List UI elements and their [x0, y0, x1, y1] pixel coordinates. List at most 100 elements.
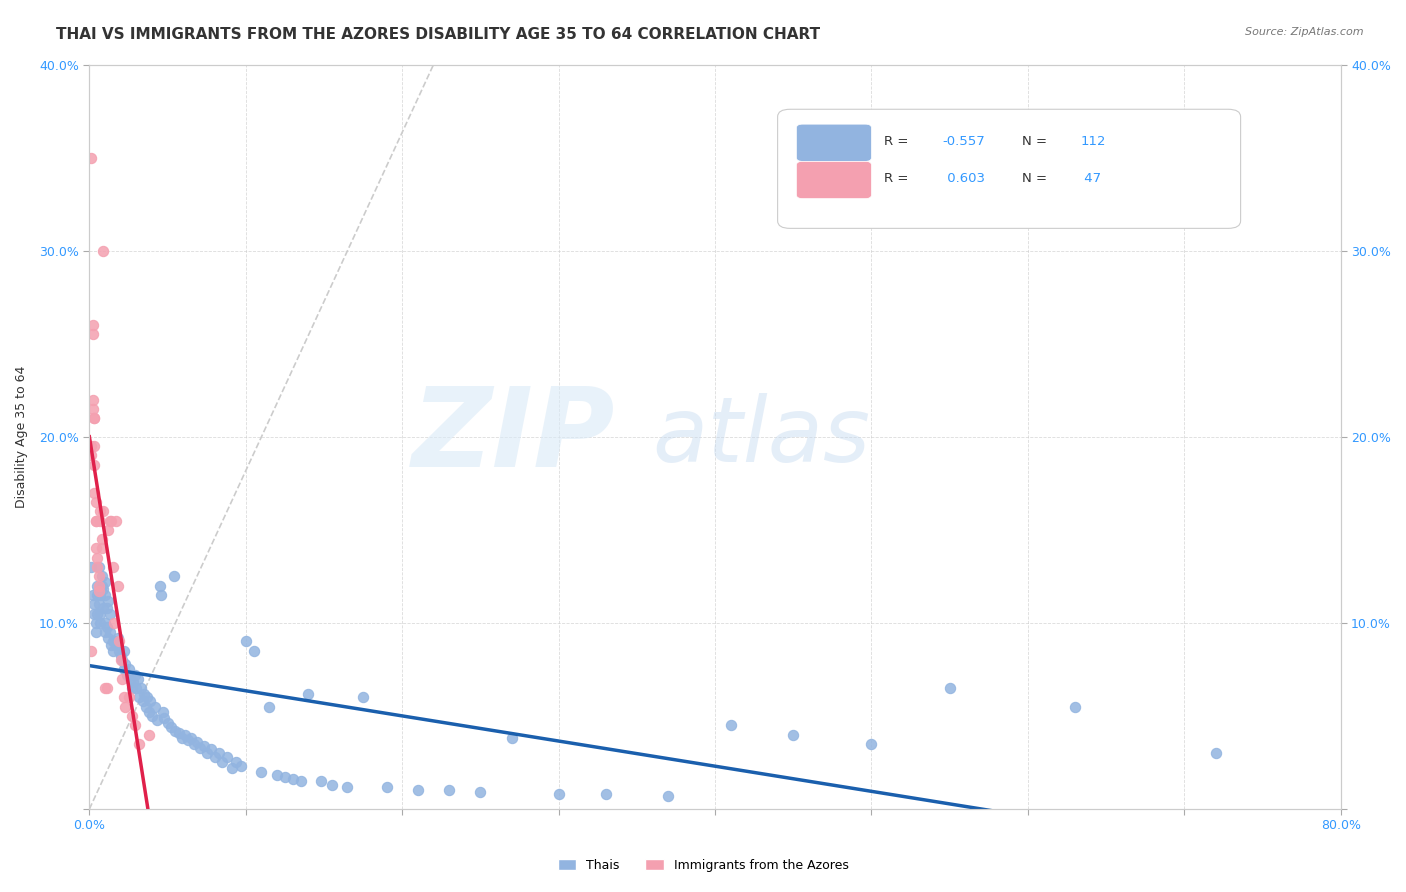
Point	[352, 690, 374, 705]
Point	[149, 579, 172, 593]
FancyBboxPatch shape	[796, 124, 872, 161]
Point	[250, 764, 273, 779]
Point	[94, 574, 117, 589]
Text: N =: N =	[1022, 135, 1050, 148]
Point	[120, 672, 142, 686]
Point	[470, 785, 492, 799]
Point	[89, 514, 111, 528]
Point	[84, 615, 107, 630]
Point	[782, 727, 804, 741]
Point	[145, 713, 167, 727]
Point	[84, 514, 107, 528]
Point	[183, 737, 205, 751]
Point	[82, 401, 104, 416]
Text: 47: 47	[1080, 172, 1101, 185]
Point	[98, 607, 121, 621]
Point	[290, 774, 312, 789]
Point	[657, 789, 679, 803]
Point	[87, 569, 110, 583]
Point	[136, 690, 159, 705]
Point	[83, 607, 105, 621]
Point	[221, 761, 243, 775]
Point	[84, 625, 107, 640]
Point	[125, 681, 148, 695]
Point	[80, 449, 103, 463]
Point	[138, 727, 160, 741]
Point	[274, 770, 297, 784]
Point	[128, 690, 150, 705]
Point	[104, 514, 127, 528]
Point	[110, 649, 132, 664]
Point	[101, 560, 124, 574]
Point	[215, 750, 238, 764]
Point	[1063, 699, 1085, 714]
Point	[336, 780, 359, 794]
Point	[89, 504, 111, 518]
Point	[84, 541, 107, 556]
Legend: Thais, Immigrants from the Azores: Thais, Immigrants from the Azores	[553, 854, 853, 877]
Point	[124, 668, 146, 682]
Point	[89, 607, 111, 621]
Text: R =: R =	[884, 172, 912, 185]
Point	[82, 318, 104, 333]
Point	[406, 783, 429, 797]
Point	[100, 638, 122, 652]
Text: N =: N =	[1022, 172, 1050, 185]
Point	[83, 439, 105, 453]
Point	[1205, 746, 1227, 760]
Point	[103, 634, 125, 648]
Point	[173, 727, 195, 741]
Point	[131, 694, 153, 708]
Text: -0.557: -0.557	[943, 135, 986, 148]
Point	[115, 668, 138, 682]
Point	[94, 681, 117, 695]
Point	[150, 588, 173, 602]
Point	[89, 615, 111, 630]
Point	[107, 579, 129, 593]
Point	[153, 711, 176, 725]
Point	[97, 631, 120, 645]
Point	[321, 778, 343, 792]
Point	[90, 541, 112, 556]
Point	[121, 681, 143, 695]
Point	[90, 569, 112, 583]
Point	[94, 615, 117, 630]
Point	[86, 560, 108, 574]
Point	[547, 787, 569, 801]
Point	[266, 768, 288, 782]
Point	[93, 601, 115, 615]
Point	[121, 709, 143, 723]
Point	[93, 244, 115, 258]
Point	[186, 735, 208, 749]
Point	[96, 681, 118, 695]
Text: R =: R =	[884, 135, 912, 148]
Point	[80, 560, 103, 574]
Point	[84, 495, 107, 509]
Point	[309, 774, 332, 789]
Point	[180, 731, 202, 746]
Point	[190, 740, 212, 755]
Point	[107, 631, 129, 645]
Point	[90, 579, 112, 593]
Point	[159, 720, 181, 734]
Point	[177, 733, 200, 747]
Point	[80, 151, 103, 165]
Point	[204, 750, 226, 764]
Point	[110, 653, 132, 667]
Point	[211, 756, 233, 770]
Point	[117, 690, 139, 705]
Point	[86, 588, 108, 602]
Point	[98, 625, 121, 640]
Point	[90, 532, 112, 546]
Point	[108, 634, 131, 648]
Point	[84, 514, 107, 528]
Point	[87, 597, 110, 611]
Point	[83, 458, 105, 472]
FancyBboxPatch shape	[796, 161, 872, 199]
Point	[80, 644, 103, 658]
Point	[83, 411, 105, 425]
Point	[98, 514, 121, 528]
Point	[297, 687, 319, 701]
Point	[117, 662, 139, 676]
Point	[127, 672, 149, 686]
